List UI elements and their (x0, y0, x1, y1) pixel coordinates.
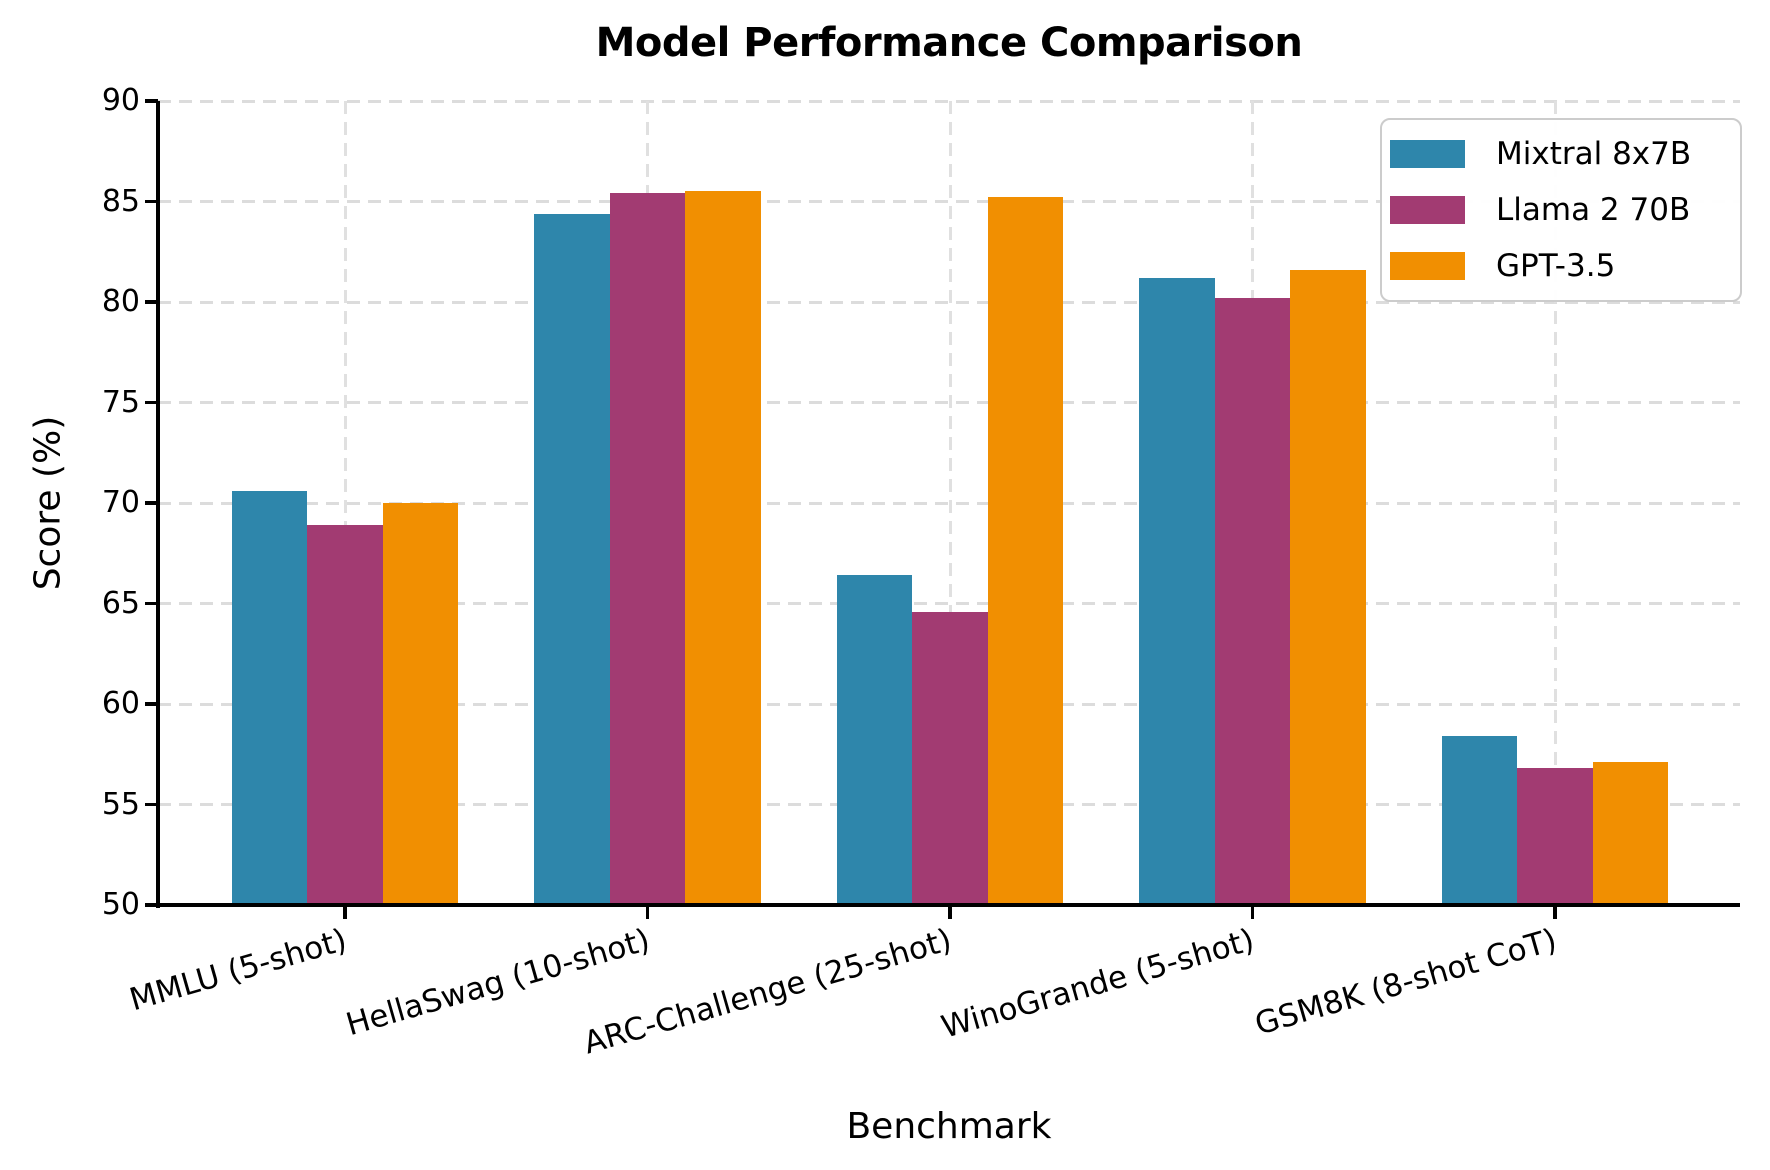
y-tick-label: 55 (101, 786, 140, 822)
legend-swatch-gpt-3-5 (1390, 252, 1465, 280)
x-tick-mark (1250, 905, 1255, 919)
gridline-vertical (948, 101, 952, 905)
bar-llama-2-70b-2 (609, 193, 686, 904)
y-tick-mark (145, 903, 158, 907)
y-tick-mark (145, 601, 158, 606)
x-tick-mark (1553, 905, 1557, 919)
legend-label: Llama 2 70B (1496, 192, 1691, 228)
chart-title: Model Performance Comparison (595, 20, 1303, 66)
gridline-vertical (343, 101, 347, 905)
y-tick-mark (145, 802, 158, 807)
legend-label: Mixtral 8x7B (1496, 136, 1692, 172)
legend-swatch-llama-2-70b (1390, 196, 1465, 224)
bar-gpt-3-5-4 (1290, 269, 1366, 904)
legend-item: Llama 2 70B (1390, 182, 1740, 238)
y-tick-mark (145, 99, 158, 103)
legend-item: GPT-3.5 (1390, 238, 1740, 294)
y-tick-label: 75 (101, 384, 140, 420)
bar-gpt-3-5-1 (382, 503, 459, 904)
x-tick-label: MMLU (5-shot) (125, 922, 351, 1019)
x-tick-label: GSM8K (8-shot CoT) (1251, 922, 1561, 1043)
bar-gpt-3-5-5 (1592, 762, 1669, 904)
bar-llama-2-70b-4 (1214, 297, 1291, 904)
y-tick-label: 85 (101, 183, 140, 219)
bar-mixtral-8x7b-4 (1139, 277, 1215, 904)
bar-llama-2-70b-5 (1517, 768, 1593, 904)
y-tick-label: 80 (101, 284, 140, 319)
legend-swatch-mixtral-8x7b (1390, 140, 1465, 168)
legend: Mixtral 8x7B Llama 2 70B GPT-3.5 (1380, 118, 1742, 302)
x-tick-label: WinoGrande (5-shot) (937, 922, 1259, 1046)
y-tick-mark (145, 400, 158, 405)
bar-mixtral-8x7b-2 (534, 213, 610, 904)
y-tick-label: 60 (101, 686, 140, 721)
legend-label: GPT-3.5 (1496, 248, 1616, 284)
legend-item: Mixtral 8x7B (1390, 126, 1740, 182)
gridline-vertical (1553, 101, 1557, 905)
y-tick-mark (145, 501, 158, 505)
bar-llama-2-70b-1 (307, 525, 383, 904)
x-axis-label: Benchmark (846, 1106, 1052, 1147)
x-axis-spine (156, 903, 1740, 907)
y-axis-spine (156, 101, 160, 909)
y-tick-mark (145, 300, 158, 304)
y-tick-mark (145, 199, 158, 204)
bar-mixtral-8x7b-5 (1441, 736, 1518, 904)
y-tick-label: 70 (101, 485, 140, 520)
bar-gpt-3-5-3 (987, 197, 1064, 904)
y-tick-label: 90 (101, 83, 140, 118)
x-tick-mark (645, 905, 650, 919)
x-tick-mark (948, 905, 952, 919)
x-tick-mark (343, 905, 347, 919)
y-tick-mark (145, 702, 158, 706)
y-tick-label: 65 (101, 585, 140, 621)
bar-llama-2-70b-3 (912, 611, 988, 904)
bar-mixtral-8x7b-3 (836, 575, 913, 904)
bar-mixtral-8x7b-1 (231, 490, 308, 904)
y-tick-label: 50 (101, 887, 140, 922)
bar-gpt-3-5-2 (685, 191, 761, 904)
